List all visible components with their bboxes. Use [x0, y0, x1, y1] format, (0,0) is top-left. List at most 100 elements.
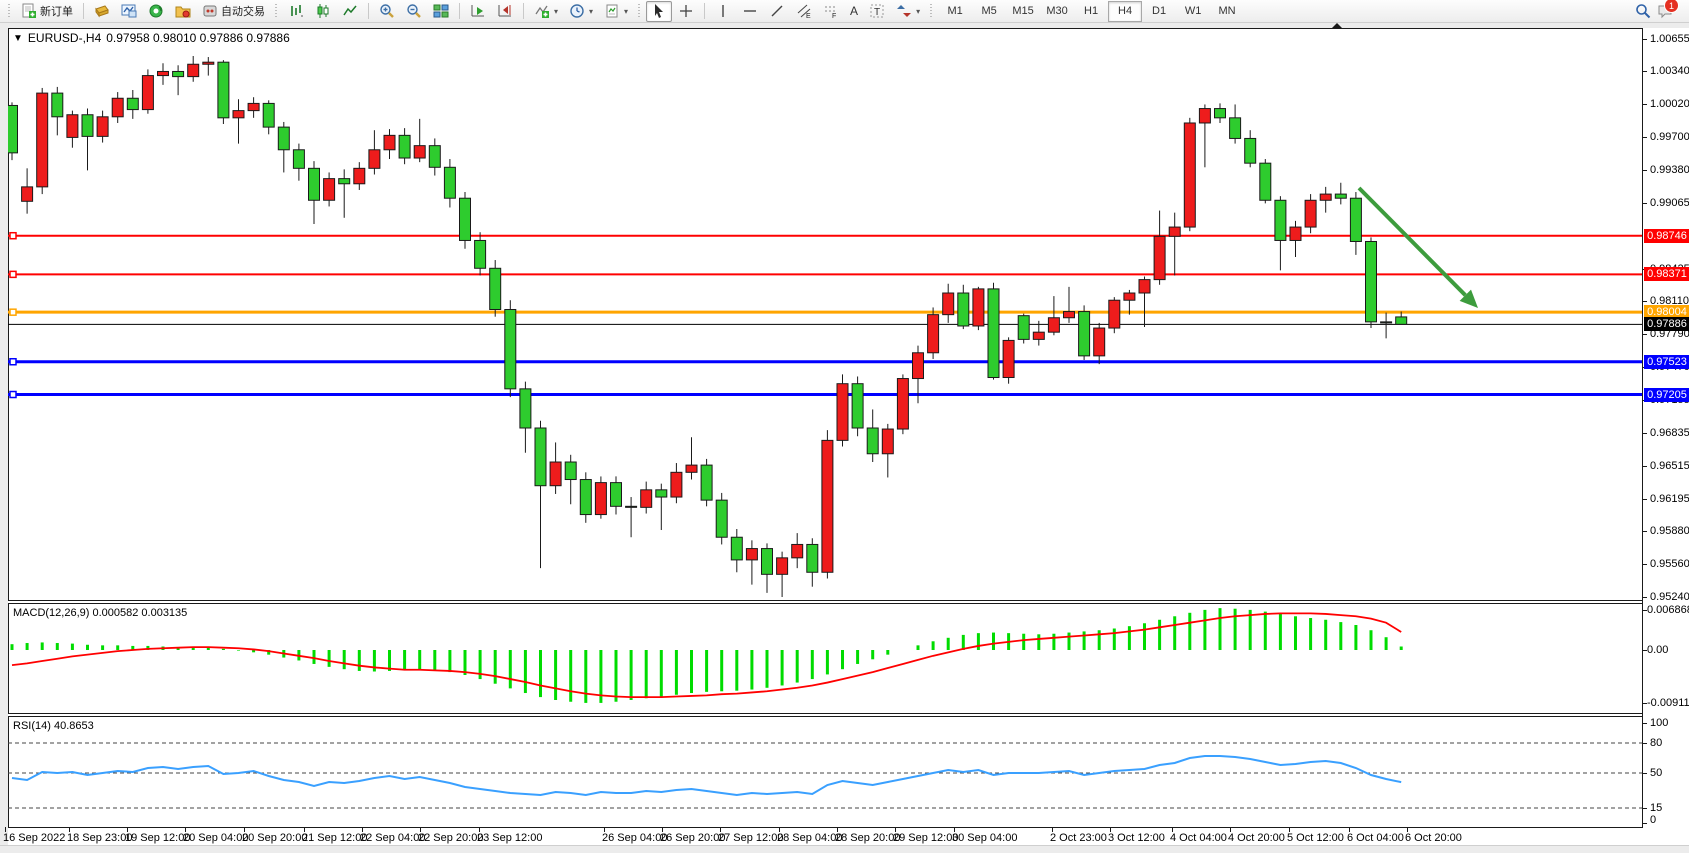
bar-chart-button[interactable] [283, 1, 309, 22]
macd-tick-label: -0.009114 [1647, 696, 1689, 709]
chart-shift-marker-icon[interactable] [1332, 23, 1342, 28]
time-tick-label: 22 Sep 20:00 [418, 832, 484, 844]
time-tick-label: 26 Sep 04:00 [602, 832, 668, 844]
time-tick [185, 827, 186, 832]
price-tick-label: 1.00655 [1650, 33, 1689, 45]
price-tick-label: 0.96835 [1650, 426, 1689, 439]
price-tick [1642, 71, 1647, 73]
trendline-tool-button[interactable] [764, 1, 790, 22]
crosshair-tool-button[interactable] [673, 1, 699, 22]
rsi-tick-label: 15 [1650, 802, 1663, 814]
toolbar-separator [368, 3, 369, 19]
autotrading-label: 自动交易 [221, 6, 265, 18]
price-tick [1642, 39, 1647, 40]
notifications-chat-icon[interactable]: 1 [1657, 0, 1679, 19]
cursor-tool-button[interactable] [646, 0, 673, 22]
timeframe-button-MN[interactable]: MN [1218, 5, 1236, 17]
time-tick-label: 4 Oct 20:00 [1228, 832, 1285, 844]
price-tick-label: 0.96515 [1650, 459, 1689, 472]
new-chart-button[interactable] [89, 1, 115, 22]
toolbar-grip[interactable] [637, 3, 643, 19]
time-tick [420, 827, 421, 832]
zoom-in-button[interactable] [374, 1, 400, 22]
alerts-button[interactable] [143, 1, 169, 22]
time-tick-label: 2 Oct 23:00 [1050, 832, 1107, 844]
zoom-out-button[interactable] [401, 1, 427, 22]
tile-windows-button[interactable] [428, 1, 454, 22]
price-tick [1642, 301, 1647, 303]
macd-panel[interactable] [8, 603, 1643, 714]
dropdown-caret-icon: ▾ [624, 6, 629, 16]
macd-tick-label: 0.006868 [1647, 604, 1689, 617]
toolbar-grip[interactable] [929, 3, 935, 19]
timeframe-button-M5[interactable]: M5 [981, 5, 997, 17]
auto-scroll-button[interactable] [465, 1, 491, 22]
price-axis-border [1642, 28, 1643, 827]
macd-tick [1642, 610, 1647, 612]
toolbar-grip[interactable] [7, 3, 12, 19]
time-tick [1407, 827, 1408, 832]
timeframe-button-M30[interactable]: M30 [1046, 5, 1068, 17]
left-gutter [0, 23, 8, 845]
price-tick-label: 0.99065 [1650, 196, 1689, 209]
crosshair-icon [678, 3, 694, 19]
line-chart-icon [342, 3, 358, 19]
price-tick [1642, 498, 1647, 500]
time-tick-label: 20 Sep 04:00 [183, 832, 249, 844]
toolbar-right-group: 1 [1635, 0, 1685, 19]
new-order-button[interactable]: 新订单 [16, 1, 78, 22]
horizontal-line-tool-button[interactable] [737, 1, 763, 22]
text-tool-button[interactable]: A [845, 1, 863, 22]
time-tick [1172, 827, 1173, 832]
channel-tool-button[interactable]: E [791, 1, 817, 22]
time-tick [69, 827, 70, 832]
timeframe-button-H4[interactable]: H4 [1108, 0, 1143, 22]
new-order-icon [21, 3, 37, 19]
toolbar-separator [523, 3, 524, 19]
hline-price-label: 0.98371 [1644, 267, 1689, 282]
symbol-dropdown-icon[interactable]: ▼ [13, 32, 23, 44]
line-chart-button[interactable] [337, 1, 363, 22]
navigator-button[interactable] [170, 1, 196, 22]
price-tick [1642, 202, 1647, 204]
price-tick-label: 1.00340 [1650, 65, 1689, 78]
arrows-tool-button[interactable]: ▾ [891, 1, 925, 22]
time-tick [1110, 827, 1111, 832]
time-tick-label: 28 Sep 04:00 [777, 832, 843, 844]
candlestick-chart-button[interactable] [310, 1, 336, 22]
timeframe-button-D1[interactable]: D1 [1152, 5, 1167, 17]
fibonacci-tool-button[interactable]: F [818, 1, 844, 22]
autotrading-button[interactable]: 自动交易 [197, 1, 270, 22]
text-label-tool-button[interactable]: T [864, 1, 890, 22]
price-tick [1642, 597, 1647, 598]
rsi-tick [1642, 723, 1647, 724]
price-tick [1642, 137, 1647, 139]
price-tick [1642, 170, 1647, 172]
time-tick-label: 5 Oct 12:00 [1287, 832, 1344, 844]
time-tick [1230, 827, 1231, 832]
price-tick [1642, 432, 1647, 434]
templates-button[interactable]: ▾ [599, 1, 633, 22]
auto-scroll-icon [470, 3, 486, 19]
timeframe-button-M15[interactable]: M15 [1012, 5, 1034, 17]
time-tick-label: 28 Sep 20:00 [835, 832, 901, 844]
search-icon[interactable] [1635, 3, 1651, 19]
timeframe-button-H1[interactable]: H1 [1084, 5, 1099, 17]
time-tick [5, 827, 6, 832]
rsi-panel[interactable] [8, 716, 1643, 828]
main-chart-panel[interactable] [8, 28, 1643, 601]
chart-title: ▼ EURUSD-,H4 0.97958 0.98010 0.97886 0.9… [13, 31, 290, 45]
timeframe-button-W1[interactable]: W1 [1184, 5, 1202, 17]
alerts-sound-icon [148, 3, 164, 19]
time-tick-label: 27 Sep 12:00 [718, 832, 784, 844]
profiles-button[interactable] [116, 1, 142, 22]
toolbar-grip[interactable] [274, 3, 279, 19]
hline-price-label: 0.97205 [1644, 387, 1689, 402]
indicators-button[interactable]: ▾ [529, 1, 563, 22]
chart-shift-button[interactable] [492, 1, 518, 22]
text-label-icon: T [869, 3, 885, 19]
vertical-line-tool-button[interactable] [710, 1, 736, 22]
periods-button[interactable]: ▾ [564, 1, 598, 22]
timeframe-button-M1[interactable]: M1 [947, 5, 963, 17]
